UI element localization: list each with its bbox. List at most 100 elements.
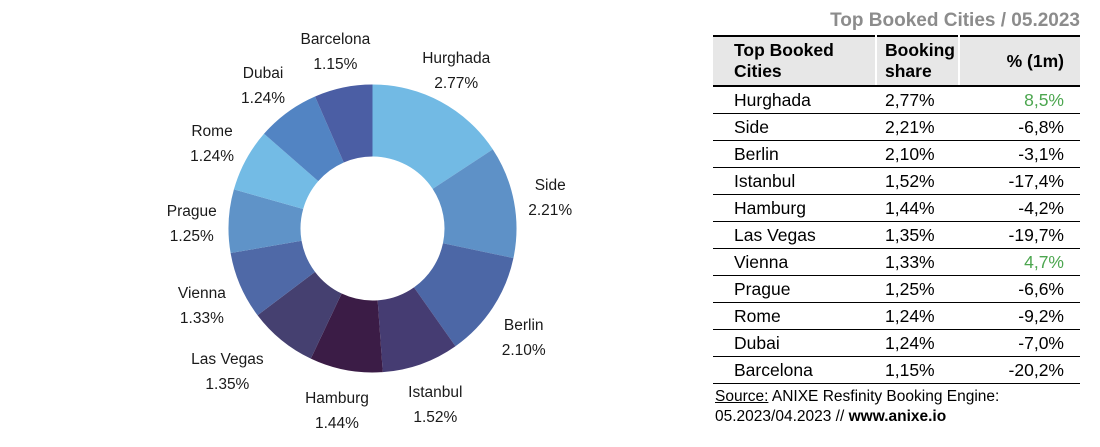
donut-slice-barcelona: [315, 84, 373, 163]
slice-label-prague: Prague 1.25%: [167, 199, 217, 249]
table-row: Rome 1,24% -9,2%: [713, 302, 1080, 330]
cell-change-1m: 8,5%: [959, 86, 1080, 114]
cell-booking-share: 1,33%: [876, 248, 959, 276]
cell-city: Dubai: [713, 329, 876, 357]
cell-city: Barcelona: [713, 356, 876, 384]
cell-change-1m: -17,4%: [959, 167, 1080, 195]
slice-label-value: 1.24%: [241, 89, 286, 107]
slice-label-name: Rome: [191, 123, 233, 141]
slice-label-istanbul: Istanbul 1.52%: [408, 380, 462, 430]
table-row: Side 2,21% -6,8%: [713, 113, 1080, 141]
slice-label-value: 1.33%: [179, 309, 224, 327]
cell-city: Side: [713, 113, 876, 141]
slice-label-name: Hurghada: [422, 49, 491, 67]
slice-label-name: Hamburg: [305, 390, 369, 408]
slice-label-las-vegas: Las Vegas 1.35%: [191, 347, 263, 397]
slice-label-name: Barcelona: [300, 31, 371, 49]
donut-slice-dubai: [264, 96, 344, 182]
donut-slice-vienna: [230, 240, 316, 316]
slice-label-rome: Rome 1.24%: [190, 119, 234, 169]
cell-change-1m: -9,2%: [959, 302, 1080, 330]
cell-booking-share: 2,10%: [876, 140, 959, 168]
slice-label-name: Berlin: [503, 317, 544, 335]
cell-booking-share: 1,24%: [876, 302, 959, 330]
donut-chart: Hurghada 2.77% Side 2.21% Berlin 2.10% Istanbu…: [167, 27, 572, 436]
table-row: Barcelona 1,15% -20,2%: [713, 356, 1080, 384]
report-title: Top Booked Cities / 05.2023: [830, 10, 1080, 31]
slice-label-berlin: Berlin 2.10%: [502, 313, 546, 363]
cell-booking-share: 1,25%: [876, 275, 959, 303]
table-row: Prague 1,25% -6,6%: [713, 275, 1080, 303]
cell-booking-share: 1,24%: [876, 329, 959, 357]
cell-change-1m: -3,1%: [959, 140, 1080, 168]
cell-booking-share: 1,52%: [876, 167, 959, 195]
cell-change-1m: 4,7%: [959, 248, 1080, 276]
donut-slice-rome: [233, 133, 319, 209]
donut-chart-svg: [228, 84, 517, 373]
table-row: Istanbul 1,52% -17,4%: [713, 167, 1080, 195]
cell-change-1m: -20,2%: [959, 356, 1080, 384]
donut-slice-prague: [228, 189, 304, 254]
cell-city: Las Vegas: [713, 221, 876, 249]
slice-label-value: 1.44%: [315, 415, 359, 433]
donut-slice-hamburg: [310, 293, 383, 373]
table-row: Berlin 2,10% -3,1%: [713, 140, 1080, 168]
slice-label-value: 1.24%: [190, 148, 235, 166]
cell-city: Prague: [713, 275, 876, 303]
source-website: www.anixe.io: [848, 408, 947, 425]
cell-booking-share: 2,77%: [876, 86, 959, 114]
col-header-change: % (1m): [959, 36, 1080, 87]
cell-booking-share: 1,15%: [876, 356, 959, 384]
cell-city: Hamburg: [713, 194, 876, 222]
donut-slice-berlin: [413, 243, 514, 347]
table-row: Las Vegas 1,35% -19,7%: [713, 221, 1080, 249]
slice-label-value: 1.52%: [413, 408, 458, 426]
table-header-row: Top Booked Cities Booking share % (1m): [713, 36, 1080, 87]
cell-city: Hurghada: [713, 86, 876, 114]
slice-label-value: 2.10%: [501, 342, 546, 360]
slice-label-value: 1.35%: [205, 376, 250, 394]
col-header-cities: Top Booked Cities: [713, 36, 877, 87]
slice-label-value: 1.15%: [313, 56, 358, 74]
slice-label-name: Dubai: [242, 64, 284, 82]
cell-change-1m: -6,6%: [959, 275, 1080, 303]
source-note: Source: ANIXE Resfinity Booking Engine: …: [713, 387, 1080, 427]
slice-label-name: Prague: [166, 202, 217, 220]
cell-city: Istanbul: [713, 167, 876, 195]
top-cities-table: Top Booked Cities Booking share % (1m) H…: [713, 35, 1080, 384]
cell-change-1m: -7,0%: [959, 329, 1080, 357]
table-row: Vienna 1,33% 4,7%: [713, 248, 1080, 276]
slice-label-hurghada: Hurghada 2.77%: [422, 46, 490, 96]
table-row: Hurghada 2,77% 8,5%: [713, 86, 1080, 114]
slice-label-dubai: Dubai 1.24%: [241, 61, 285, 111]
slice-label-name: Istanbul: [408, 383, 463, 401]
table-row: Dubai 1,24% -7,0%: [713, 329, 1080, 357]
cell-booking-share: 1,35%: [876, 221, 959, 249]
slice-label-value: 1.25%: [169, 227, 214, 245]
cell-change-1m: -4,2%: [959, 194, 1080, 222]
table-row: Hamburg 1,44% -4,2%: [713, 194, 1080, 222]
slice-label-hamburg: Hamburg 1.44%: [305, 386, 369, 436]
slice-label-barcelona: Barcelona 1.15%: [300, 27, 370, 77]
cell-booking-share: 2,21%: [876, 113, 959, 141]
source-label: Source:: [715, 388, 769, 405]
slice-label-name: Side: [534, 176, 566, 194]
donut-slice-hurghada: [372, 84, 493, 189]
source-text: ANIXE Resfinity Booking Engine:: [768, 388, 1000, 405]
source-period: 05.2023/04.2023 //: [715, 408, 849, 425]
slice-label-side: Side 2.21%: [528, 173, 572, 223]
slice-label-name: Las Vegas: [191, 351, 264, 369]
report-panel: Top Booked Cities / 05.2023 Top Booked C…: [713, 0, 1080, 427]
donut-slice-las-vegas: [257, 271, 342, 359]
cell-booking-share: 1,44%: [876, 194, 959, 222]
donut-slice-side: [432, 149, 517, 259]
cell-change-1m: -19,7%: [959, 221, 1080, 249]
cell-change-1m: -6,8%: [959, 113, 1080, 141]
slice-label-value: 2.21%: [528, 201, 573, 219]
cell-city: Berlin: [713, 140, 876, 168]
cell-city: Rome: [713, 302, 876, 330]
slice-label-vienna: Vienna 1.33%: [178, 281, 226, 331]
donut-slice-istanbul: [377, 287, 456, 373]
slice-label-value: 2.77%: [434, 74, 479, 92]
